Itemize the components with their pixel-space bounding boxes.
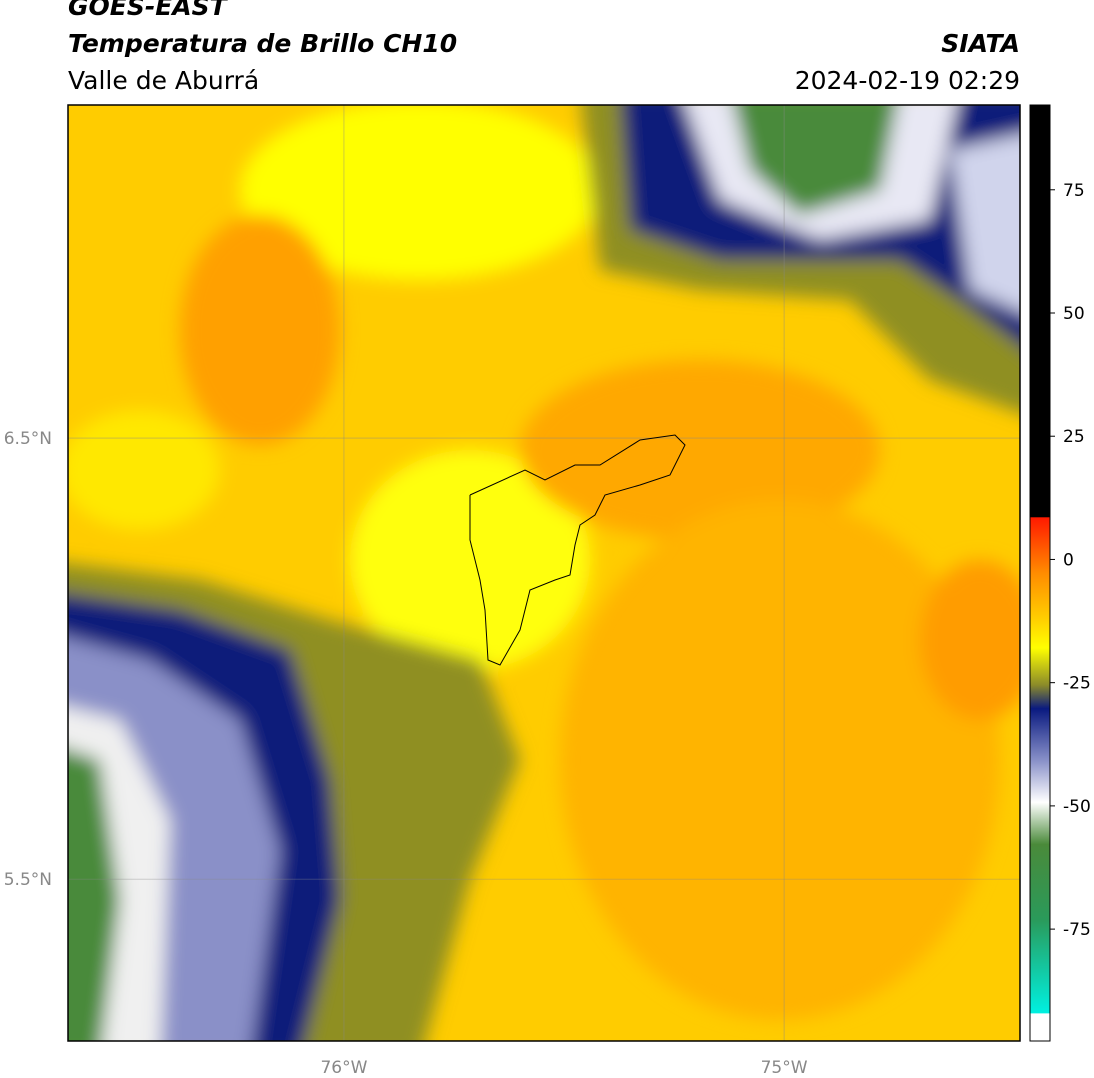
- map-shape: [68, 749, 120, 1041]
- lat-tick-label: 6.5°N: [4, 429, 52, 449]
- colorbar-ticks: 75 50 25 0 -25 -50 -75: [1050, 181, 1091, 940]
- map-shape: [950, 134, 1020, 312]
- lat-tick-label: 5.5°N: [4, 870, 52, 890]
- lon-tick-label: 76°W: [320, 1058, 367, 1078]
- datetime: 2024-02-19 02:29: [794, 66, 1020, 95]
- map-shape: [68, 105, 1020, 1041]
- map-shape: [350, 450, 590, 670]
- lon-tick-label: 75°W: [761, 1058, 808, 1078]
- graticule: [68, 105, 1020, 1041]
- map-shape: [180, 215, 340, 445]
- map-shape: [68, 410, 220, 530]
- satellite: GOES-EAST: [68, 0, 227, 21]
- region: Valle de Aburrá: [68, 66, 260, 95]
- map-shape: [733, 105, 897, 215]
- colorbar-tick-label: 75: [1063, 181, 1085, 201]
- map-shape: [240, 105, 600, 280]
- colorbar-tick-label: 50: [1063, 304, 1085, 324]
- map-frame: [67, 104, 1021, 1042]
- colorbar-tick-label: -75: [1063, 920, 1091, 940]
- map-shape: [560, 500, 1000, 1020]
- institution: SIATA: [941, 29, 1020, 58]
- map-shape: [920, 560, 1020, 720]
- colorbar: [1029, 104, 1051, 1042]
- valley-outline: [469, 434, 686, 666]
- field: [68, 105, 1020, 1041]
- colorbar-tick-label: 0: [1063, 550, 1074, 570]
- colorbar-tick-label: -25: [1063, 674, 1091, 694]
- map-shape: [520, 360, 880, 540]
- colorbar-tick-label: -50: [1063, 797, 1091, 817]
- colorbar-tick-label: 25: [1063, 427, 1085, 447]
- product: Temperatura de Brillo CH10: [68, 29, 458, 58]
